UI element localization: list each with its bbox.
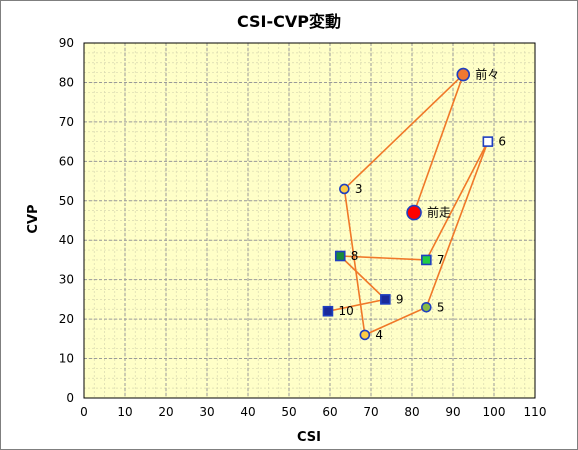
y-tick-label: 30 [59, 273, 74, 287]
x-tick-label: 70 [363, 405, 378, 419]
x-tick-label: 110 [524, 405, 547, 419]
trajectory-lines [327, 73, 489, 336]
trajectory-segment [343, 73, 464, 190]
data-point [380, 294, 391, 305]
x-tick-label: 90 [445, 405, 460, 419]
trajectory-segment [340, 255, 427, 261]
data-point [421, 254, 432, 266]
data-point [406, 204, 422, 221]
y-tick-label: 60 [59, 154, 74, 168]
y-tick-label: 70 [59, 115, 74, 129]
x-tick-label: 80 [404, 405, 419, 419]
y-tick-label: 10 [59, 352, 74, 366]
y-tick-label: 0 [66, 391, 74, 405]
trajectory-segment [327, 298, 386, 313]
x-axis-ticks: 0 10 20 30 40 50 60 70 80 90 100 110 [80, 405, 546, 419]
trajectory-segment [364, 306, 427, 336]
point-label: 8 [351, 249, 359, 263]
data-point [456, 67, 471, 82]
point-label: 7 [437, 253, 445, 267]
x-axis-title: CSI [297, 430, 321, 445]
trajectory-segment [425, 141, 489, 308]
point-label: 10 [338, 304, 353, 318]
data-markers [322, 67, 494, 341]
point-label: 6 [498, 135, 506, 149]
y-tick-label: 90 [59, 36, 74, 50]
point-labels: 前走 前々 3 4 5 6 7 8 9 10 [338, 67, 506, 342]
data-point [334, 250, 346, 262]
point-label: 前走 [427, 205, 451, 220]
y-tick-label: 20 [59, 312, 74, 326]
trajectory-segment [343, 188, 366, 336]
plot-border [83, 42, 536, 399]
x-tick-label: 0 [80, 405, 88, 419]
x-tick-label: 50 [281, 405, 296, 419]
data-point [421, 301, 432, 313]
x-tick-label: 40 [240, 405, 255, 419]
point-label: 4 [375, 328, 383, 342]
y-tick-label: 50 [59, 194, 74, 208]
point-label: 3 [355, 182, 363, 196]
y-axis-ticks: 0 10 20 30 40 50 60 70 80 90 [59, 36, 74, 405]
point-label: 5 [437, 300, 445, 314]
point-label: 9 [396, 292, 404, 306]
trajectory-segment [339, 255, 386, 300]
y-axis-title: CVP [26, 204, 41, 233]
x-tick-label: 30 [199, 405, 214, 419]
trajectory-segment [425, 141, 489, 261]
x-tick-label: 10 [117, 405, 132, 419]
chart-title: CSI-CVP変動 [237, 12, 341, 31]
data-point [339, 183, 350, 195]
trajectory-segment [413, 74, 465, 213]
data-point [482, 136, 494, 147]
x-tick-label: 20 [158, 405, 173, 419]
major-gridlines [83, 42, 536, 399]
point-label: 前々 [475, 67, 499, 82]
data-point [359, 329, 371, 341]
y-tick-label: 40 [59, 233, 74, 247]
y-tick-label: 80 [59, 75, 74, 89]
x-tick-label: 100 [483, 405, 506, 419]
data-point [322, 305, 334, 317]
x-tick-label: 60 [322, 405, 337, 419]
